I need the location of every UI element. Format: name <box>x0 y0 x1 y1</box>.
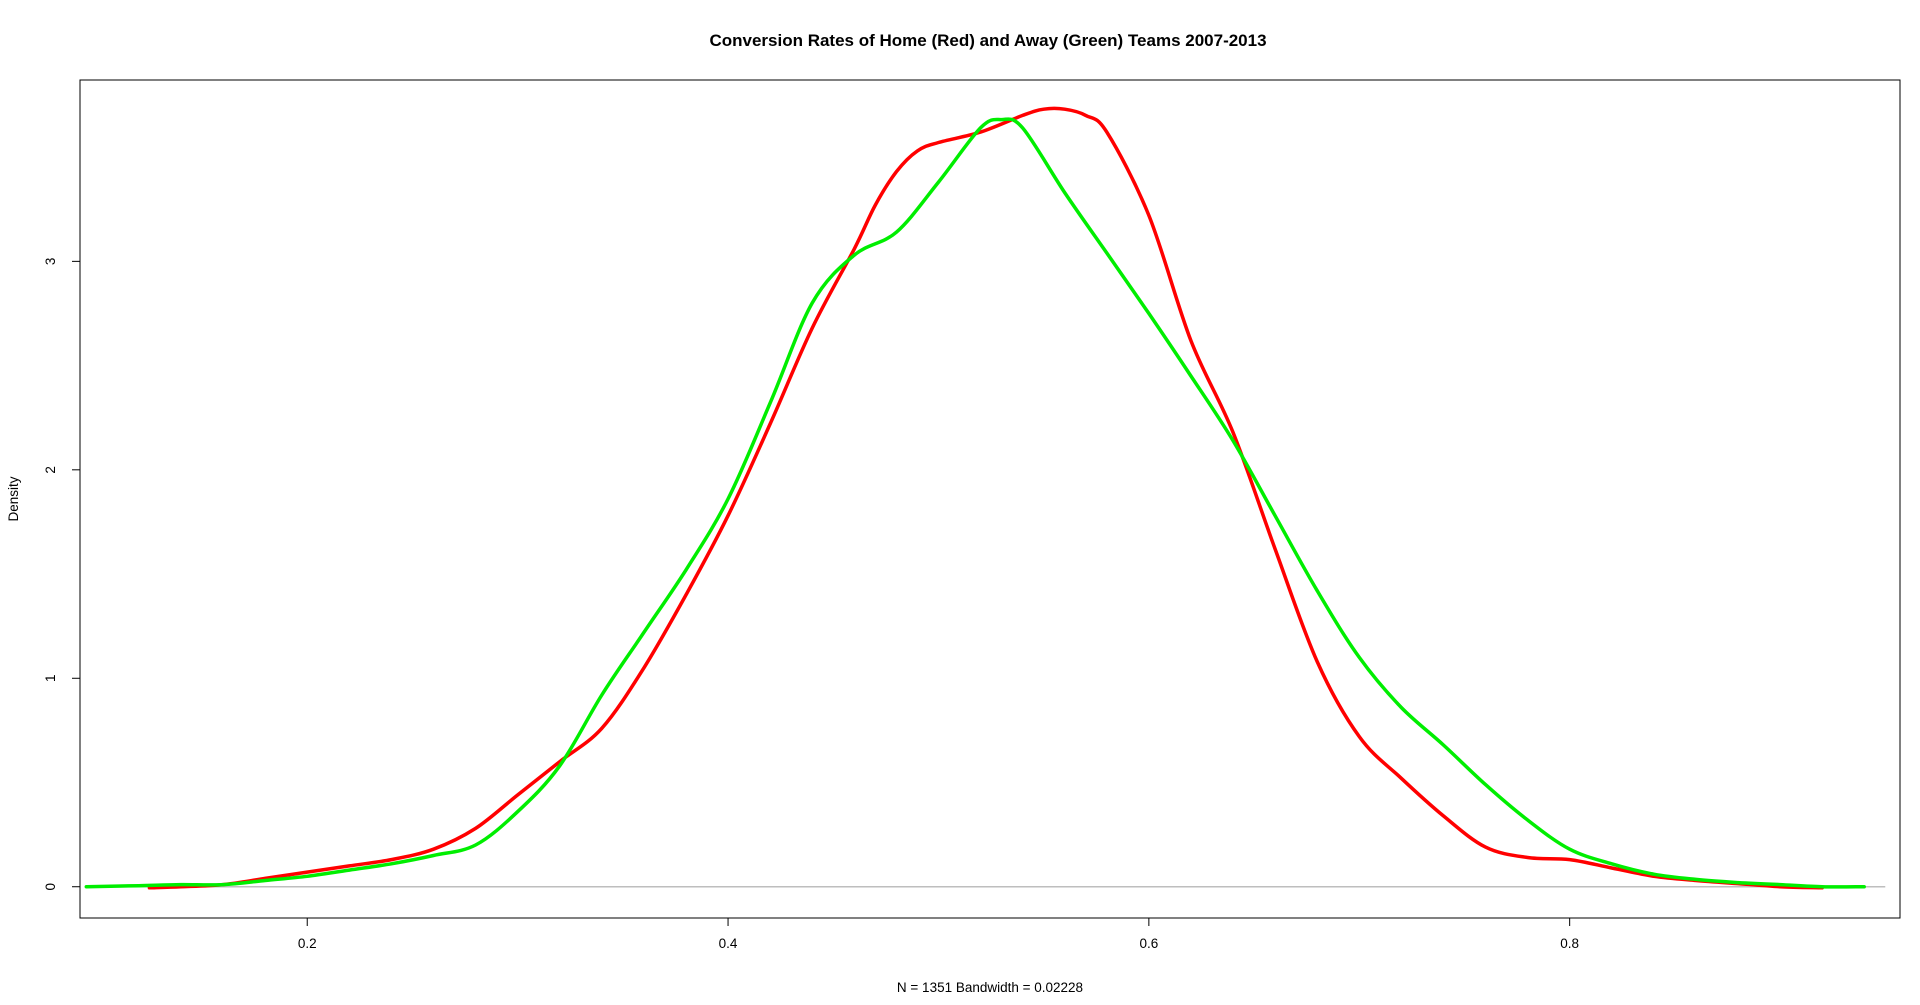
x-axis: 0.2 0.4 0.6 0.8 <box>298 918 1579 951</box>
y-tick-label: 2 <box>43 466 58 474</box>
y-tick-label: 0 <box>43 883 58 891</box>
plot-area-frame <box>79 79 1901 919</box>
x-tick-label: 0.2 <box>298 936 317 951</box>
home-density-curve <box>147 106 1824 890</box>
x-tick-label: 0.6 <box>1139 936 1158 951</box>
y-tick-label: 3 <box>43 258 58 266</box>
x-axis-label: N = 1351 Bandwidth = 0.02228 <box>897 980 1083 995</box>
y-axis-label: Density <box>6 476 21 521</box>
chart-title: Conversion Rates of Home (Red) and Away … <box>709 31 1266 50</box>
x-tick-label: 0.4 <box>719 936 738 951</box>
y-tick-label: 1 <box>43 675 58 683</box>
series-layer <box>84 106 1866 890</box>
y-axis: 0 1 2 3 <box>43 258 80 891</box>
away-density-curve <box>84 117 1866 889</box>
x-tick-label: 0.8 <box>1560 936 1579 951</box>
